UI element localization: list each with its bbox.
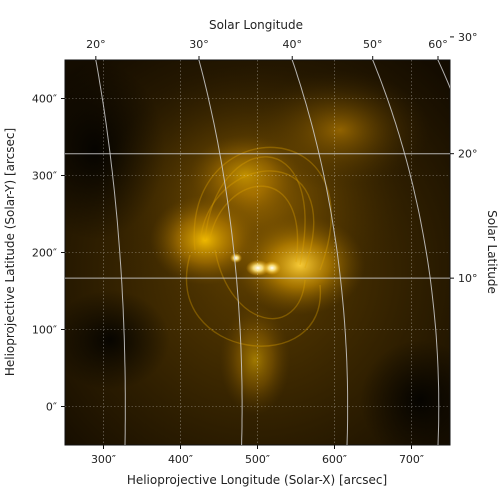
right-tick-label: 30° xyxy=(458,31,478,44)
y-tick-label: 100″ xyxy=(32,324,57,337)
axis-ticks xyxy=(61,36,454,449)
x-tick-label: 500″ xyxy=(245,453,270,466)
longitude-gridline xyxy=(291,60,349,445)
y-tick-label: 200″ xyxy=(32,247,57,260)
right-tick-label: 10° xyxy=(458,272,478,285)
x-tick-label: 400″ xyxy=(168,453,193,466)
x-tick-label: 700″ xyxy=(399,453,424,466)
right-tick-label: 20° xyxy=(458,148,478,161)
x-axis-label: Helioprojective Longitude (Solar-X) [arc… xyxy=(127,473,387,487)
x-tick-label: 600″ xyxy=(322,453,347,466)
top-tick-label: 30° xyxy=(189,38,209,51)
solar-emission-image xyxy=(65,60,450,445)
longitude-gridline xyxy=(198,60,243,445)
x-tick-label: 300″ xyxy=(91,453,116,466)
right-axis-label: Solar Latitude xyxy=(485,210,499,294)
y-tick-label: 0″ xyxy=(46,401,57,414)
y-tick-label: 300″ xyxy=(32,170,57,183)
y-tick-label: 400″ xyxy=(32,93,57,106)
tick-labels: 300″ 400″ 500″ 600″ 700″ 0″ 100″ 200″ 300″ 400″ 20… xyxy=(32,31,478,466)
y-axis-label: Helioprojective Latitude (Solar-Y) [arcs… xyxy=(3,128,17,376)
top-tick-label: 20° xyxy=(86,38,106,51)
longitude-gridline xyxy=(372,60,440,445)
top-axis-label: Solar Longitude xyxy=(209,18,303,32)
top-tick-label: 40° xyxy=(282,38,302,51)
top-tick-label: 60° xyxy=(428,38,448,51)
longitude-gridline xyxy=(95,60,126,445)
top-tick-label: 50° xyxy=(363,38,383,51)
